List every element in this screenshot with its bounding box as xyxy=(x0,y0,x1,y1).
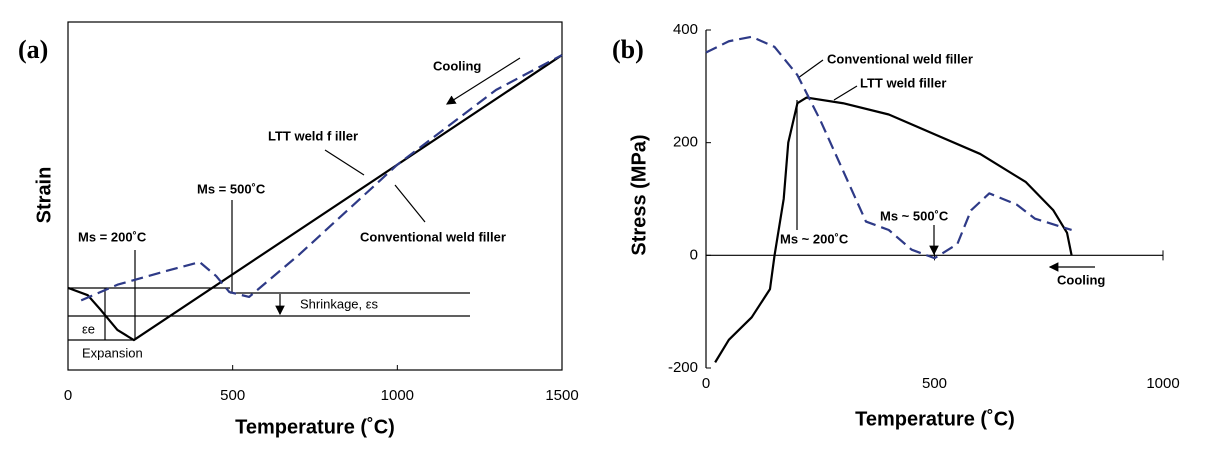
series-label: Conventional weld filler xyxy=(827,51,973,66)
annotation: Expansion xyxy=(82,345,143,360)
annotation: Ms = 200˚C xyxy=(78,229,147,244)
annotation: Ms ~ 200˚C xyxy=(780,231,849,246)
annotation-lines xyxy=(68,57,1095,341)
x-tick-label: 0 xyxy=(702,375,710,392)
annotation: Shrinkage, εs xyxy=(300,296,379,311)
y-tick-label: -200 xyxy=(668,359,698,376)
plot-frame xyxy=(67,21,563,371)
y-tick-label: 400 xyxy=(673,21,698,38)
annotation: εe xyxy=(82,321,95,336)
x-axis-title: Temperature (˚C) xyxy=(855,407,1015,430)
series-label: Conventional weld filler xyxy=(360,229,506,244)
x-tick-label: 1000 xyxy=(1146,375,1179,392)
series-label: LTT weld filler xyxy=(860,75,946,90)
panel-label: (a) xyxy=(18,35,48,64)
x-tick-label: 500 xyxy=(220,387,245,404)
series-line xyxy=(714,96,1073,363)
series-line xyxy=(705,35,1072,260)
annotation: Ms = 500˚C xyxy=(197,181,266,196)
x-tick-label: 0 xyxy=(64,387,72,404)
y-axis-title: Stress (MPa) xyxy=(628,134,650,255)
series-label: LTT weld f iller xyxy=(268,128,358,143)
series-line xyxy=(80,54,563,302)
annotation: Cooling xyxy=(1057,272,1105,287)
y-tick-label: 0 xyxy=(690,246,698,263)
panel-label: (b) xyxy=(612,35,644,64)
x-tick-label: 1000 xyxy=(381,387,414,404)
x-axis-title: Temperature (˚C) xyxy=(235,415,395,438)
x-tick-label: 500 xyxy=(922,375,947,392)
annotation: Cooling xyxy=(433,58,481,73)
y-tick-label: 200 xyxy=(673,134,698,151)
x-tick-label: 1500 xyxy=(545,387,578,404)
y-axis-title: Strain xyxy=(33,167,55,224)
annotation: Ms ~ 500˚C xyxy=(880,208,949,223)
series-line xyxy=(67,54,563,342)
